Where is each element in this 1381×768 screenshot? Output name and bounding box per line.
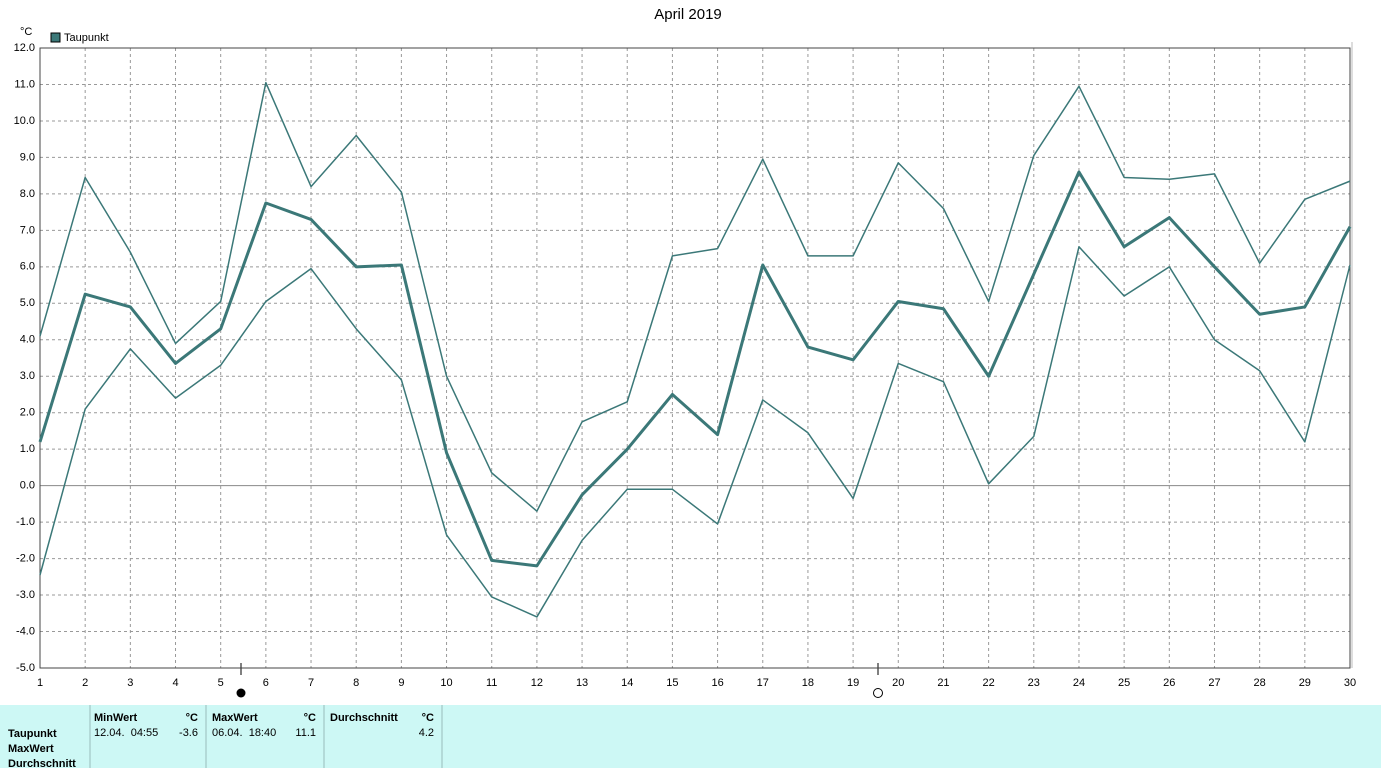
x-tick-label: 25	[1118, 677, 1130, 689]
legend-label: Taupunkt	[64, 32, 109, 44]
table-header: °C	[186, 712, 198, 724]
y-tick-label: 3.0	[20, 370, 35, 382]
x-tick-label: 12	[531, 677, 543, 689]
x-tick-label: 1	[37, 677, 43, 689]
x-tick-label: 24	[1073, 677, 1085, 689]
y-tick-label: 7.0	[20, 224, 35, 236]
x-tick-label: 22	[982, 677, 994, 689]
x-tick-label: 4	[172, 677, 178, 689]
y-tick-label: -3.0	[16, 589, 35, 601]
x-tick-label: 20	[892, 677, 904, 689]
table-cell: 4.2	[419, 727, 434, 739]
y-tick-label: 6.0	[20, 261, 35, 273]
x-tick-label: 29	[1299, 677, 1311, 689]
line	[39, 246, 1351, 618]
x-tick-label: 8	[353, 677, 359, 689]
x-tick-label: 2	[82, 677, 88, 689]
table-background	[0, 705, 1381, 768]
row-label: Durchschnitt	[8, 758, 76, 768]
y-unit: °C	[20, 26, 32, 38]
y-tick-label: 12.0	[14, 42, 35, 54]
table-header: MaxWert	[212, 712, 258, 724]
y-tick-label: 1.0	[20, 443, 35, 455]
table-header: MinWert	[94, 712, 138, 724]
x-tick-label: 27	[1208, 677, 1220, 689]
table-header: °C	[422, 712, 434, 724]
y-tick-label: -1.0	[16, 516, 35, 528]
plot-frame	[39, 47, 1351, 669]
y-tick-label: -5.0	[16, 662, 35, 674]
table-cell: 12.04. 04:55	[94, 727, 158, 739]
x-tick-label: 13	[576, 677, 588, 689]
x-tick-label: 19	[847, 677, 859, 689]
x-tick-label: 18	[802, 677, 814, 689]
table-header: °C	[304, 712, 316, 724]
y-tick-label: -4.0	[16, 625, 35, 637]
x-tick-label: 7	[308, 677, 314, 689]
full-moon-icon	[873, 688, 883, 698]
y-tick-label: 8.0	[20, 188, 35, 200]
x-tick-label: 3	[127, 677, 133, 689]
new-moon-icon	[236, 688, 246, 698]
table-header: Durchschnitt	[330, 712, 398, 724]
x-tick-label: 23	[1028, 677, 1040, 689]
table-cell: 06.04. 18:40	[212, 727, 276, 739]
line	[38, 170, 1352, 568]
row-label: Taupunkt	[8, 728, 57, 740]
legend-swatch	[50, 32, 61, 43]
x-tick-label: 16	[711, 677, 723, 689]
y-tick-label: 10.0	[14, 115, 35, 127]
x-tick-label: 21	[937, 677, 949, 689]
table-cell: -3.6	[179, 727, 198, 739]
x-tick-label: 11	[486, 677, 497, 689]
y-tick-label: -2.0	[16, 552, 35, 564]
y-tick-label: 0.0	[20, 480, 35, 492]
x-tick-label: 10	[440, 677, 452, 689]
y-tick-label: 11.0	[14, 78, 35, 90]
x-tick-label: 14	[621, 677, 633, 689]
x-tick-label: 28	[1254, 677, 1266, 689]
table-cell: 11.1	[295, 727, 316, 739]
x-tick-label: 15	[666, 677, 678, 689]
y-tick-label: 9.0	[20, 151, 35, 163]
x-tick-label: 9	[398, 677, 404, 689]
x-tick-label: 26	[1163, 677, 1175, 689]
x-tick-label: 5	[218, 677, 224, 689]
x-tick-label: 17	[757, 677, 769, 689]
chart-title: April 2019	[654, 6, 722, 23]
x-tick-label: 6	[263, 677, 269, 689]
line	[39, 81, 1351, 512]
y-tick-label: 4.0	[20, 334, 35, 346]
y-tick-label: 5.0	[20, 297, 35, 309]
y-tick-label: 2.0	[20, 407, 35, 419]
x-tick-label: 30	[1344, 677, 1356, 689]
row-label: MaxWert	[8, 743, 54, 755]
